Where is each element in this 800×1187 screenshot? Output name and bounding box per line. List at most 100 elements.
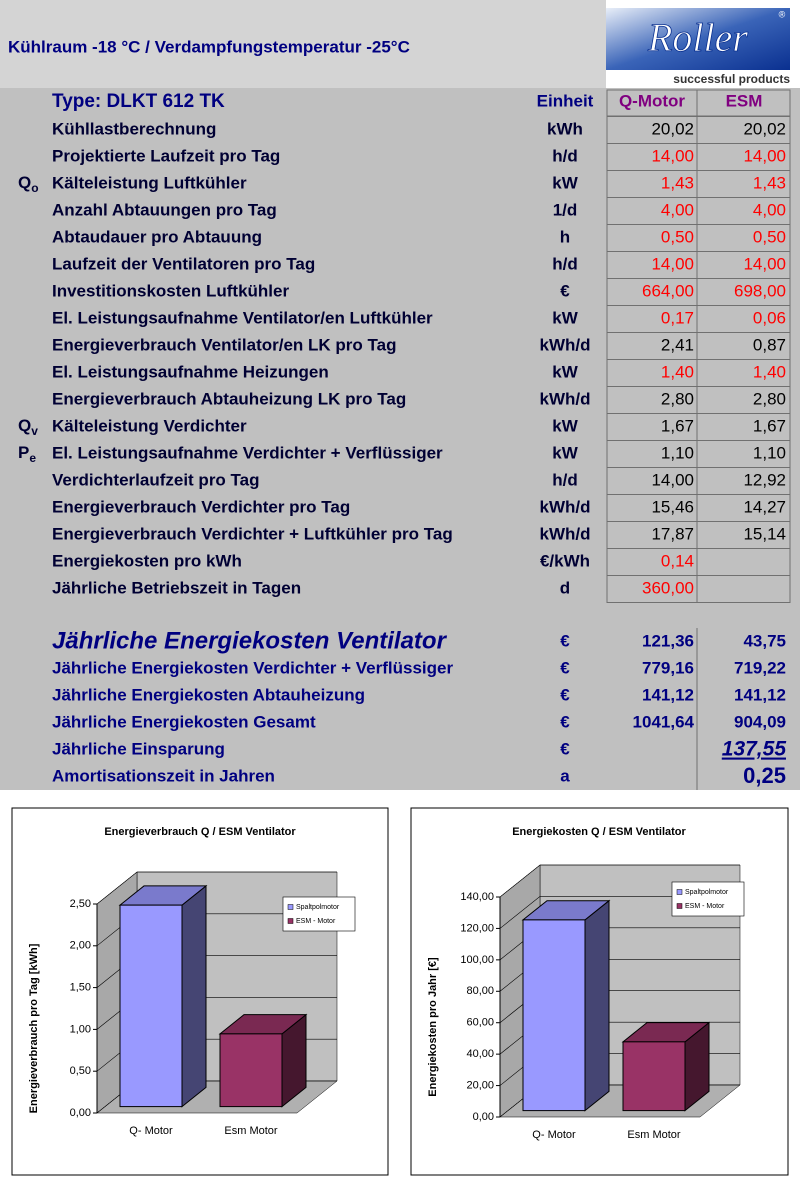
row-unit: kW: [552, 362, 578, 381]
row-symbol: Qv: [18, 416, 38, 438]
cell-value: 664,00: [642, 281, 694, 300]
logo-box: [606, 8, 790, 70]
bar-side: [181, 884, 207, 1108]
bar-side: [584, 899, 610, 1112]
legend-box: [671, 881, 745, 917]
legend-label: Spaltpolmotor: [296, 904, 340, 911]
summary-value: 0,25: [743, 763, 786, 788]
row-label: Energieverbrauch Verdichter pro Tag: [52, 497, 350, 516]
cell-value: 1,10: [753, 443, 786, 462]
cell-value: 0,50: [661, 227, 694, 246]
cell-value: 15,46: [651, 497, 694, 516]
row-unit: kW: [552, 173, 578, 192]
row-unit: kWh/d: [540, 335, 591, 354]
row-unit: h/d: [552, 470, 578, 489]
cell-value: 14,00: [651, 470, 694, 489]
legend-swatch: [676, 903, 683, 909]
cell-value: 1,67: [661, 416, 694, 435]
summary-label: Jährliche Energiekosten Gesamt: [52, 712, 316, 731]
cell-value: 17,87: [651, 524, 694, 543]
symbol-sub: v: [31, 424, 38, 438]
cell-value: 14,00: [651, 146, 694, 165]
cell-value: 0,50: [753, 227, 786, 246]
row-label: Kühllastberechnung: [52, 119, 216, 138]
cell-value: 0,14: [661, 551, 694, 570]
row-unit: €: [560, 281, 570, 300]
row-unit: kW: [552, 416, 578, 435]
legend-swatch: [676, 889, 683, 895]
row-label: Investitionskosten Luftkühler: [52, 281, 289, 300]
cell-value: 14,00: [651, 254, 694, 273]
y-tick-label: 1,50: [70, 982, 91, 994]
legend-swatch: [287, 904, 294, 910]
cell-value: 0,06: [753, 308, 786, 327]
row-label: El. Leistungsaufnahme Ventilator/en Luft…: [52, 308, 433, 327]
cell-value: 20,02: [651, 119, 694, 138]
summary-value: 43,75: [743, 631, 786, 650]
sheet-bg: [0, 0, 800, 790]
symbol-sub: e: [29, 451, 36, 465]
y-tick-label: 120,00: [460, 922, 494, 934]
legend-label: ESM - Motor: [296, 918, 336, 925]
cell-value: 14,27: [743, 497, 786, 516]
legend-label: ESM - Motor: [685, 903, 725, 910]
row-label: Energiekosten pro kWh: [52, 551, 242, 570]
row-label: Energieverbrauch Abtauheizung LK pro Tag: [52, 389, 406, 408]
summary-unit: €: [560, 712, 570, 731]
y-tick-label: 0,50: [70, 1065, 91, 1077]
y-axis-label: Energieverbrauch pro Tag [kWh]: [28, 943, 40, 1113]
row-unit: kWh: [547, 119, 583, 138]
col-header: Q-Motor: [619, 91, 685, 110]
y-tick-label: 2,00: [70, 940, 91, 952]
cell-value: 698,00: [734, 281, 786, 300]
cell-value: 4,00: [661, 200, 694, 219]
row-unit: d: [560, 578, 570, 597]
col-header: ESM: [726, 91, 763, 110]
y-tick-label: 100,00: [460, 954, 494, 966]
cell-value: 1,43: [753, 173, 786, 192]
symbol-main: Q: [18, 173, 31, 192]
cell-value: 0,87: [753, 335, 786, 354]
row-label: Energieverbrauch Ventilator/en LK pro Ta…: [52, 335, 396, 354]
y-tick-label: 80,00: [466, 985, 494, 997]
summary-value: 141,12: [734, 685, 786, 704]
row-unit: 1/d: [553, 200, 578, 219]
row-label: El. Leistungsaufnahme Heizungen: [52, 362, 329, 381]
y-axis-label: Energiekosten pro Jahr [€]: [427, 957, 439, 1097]
row-label: Laufzeit der Ventilatoren pro Tag: [52, 254, 315, 273]
row-label: Kälteleistung Verdichter: [52, 416, 247, 435]
bar: [522, 919, 586, 1112]
row-label: Anzahl Abtauungen pro Tag: [52, 200, 277, 219]
cell-value: 0,17: [661, 308, 694, 327]
summary-value: 719,22: [734, 658, 786, 677]
row-unit: kW: [552, 308, 578, 327]
row-label: Jährliche Betriebszeit in Tagen: [52, 578, 301, 597]
cell-value: 2,41: [661, 335, 694, 354]
summary-value: 121,36: [642, 631, 694, 650]
symbol-main: P: [18, 443, 29, 462]
y-tick-label: 60,00: [466, 1017, 494, 1029]
summary-label: Amortisationszeit in Jahren: [52, 766, 275, 785]
row-unit: h/d: [552, 254, 578, 273]
legend-box: [282, 896, 356, 932]
cell: [696, 575, 791, 603]
logo-mark: ®: [779, 9, 786, 19]
x-tick-label: Q- Motor: [532, 1129, 576, 1141]
cell-value: 14,00: [743, 146, 786, 165]
x-tick-label: Q- Motor: [129, 1125, 173, 1137]
y-tick-label: 0,00: [70, 1107, 91, 1119]
summary-unit: €: [560, 739, 570, 758]
cell-value: 2,80: [753, 389, 786, 408]
cell-value: 2,80: [661, 389, 694, 408]
row-unit: kWh/d: [540, 497, 591, 516]
row-symbol: Qo: [18, 173, 39, 195]
x-tick-label: Esm Motor: [627, 1129, 681, 1141]
logo: Roller: [647, 15, 748, 60]
summary-unit: €: [560, 685, 570, 704]
cell-value: 1,43: [661, 173, 694, 192]
cell-value: 12,92: [743, 470, 786, 489]
cell-value: 14,00: [743, 254, 786, 273]
legend-label: Spaltpolmotor: [685, 889, 729, 896]
cell-value: 1,67: [753, 416, 786, 435]
